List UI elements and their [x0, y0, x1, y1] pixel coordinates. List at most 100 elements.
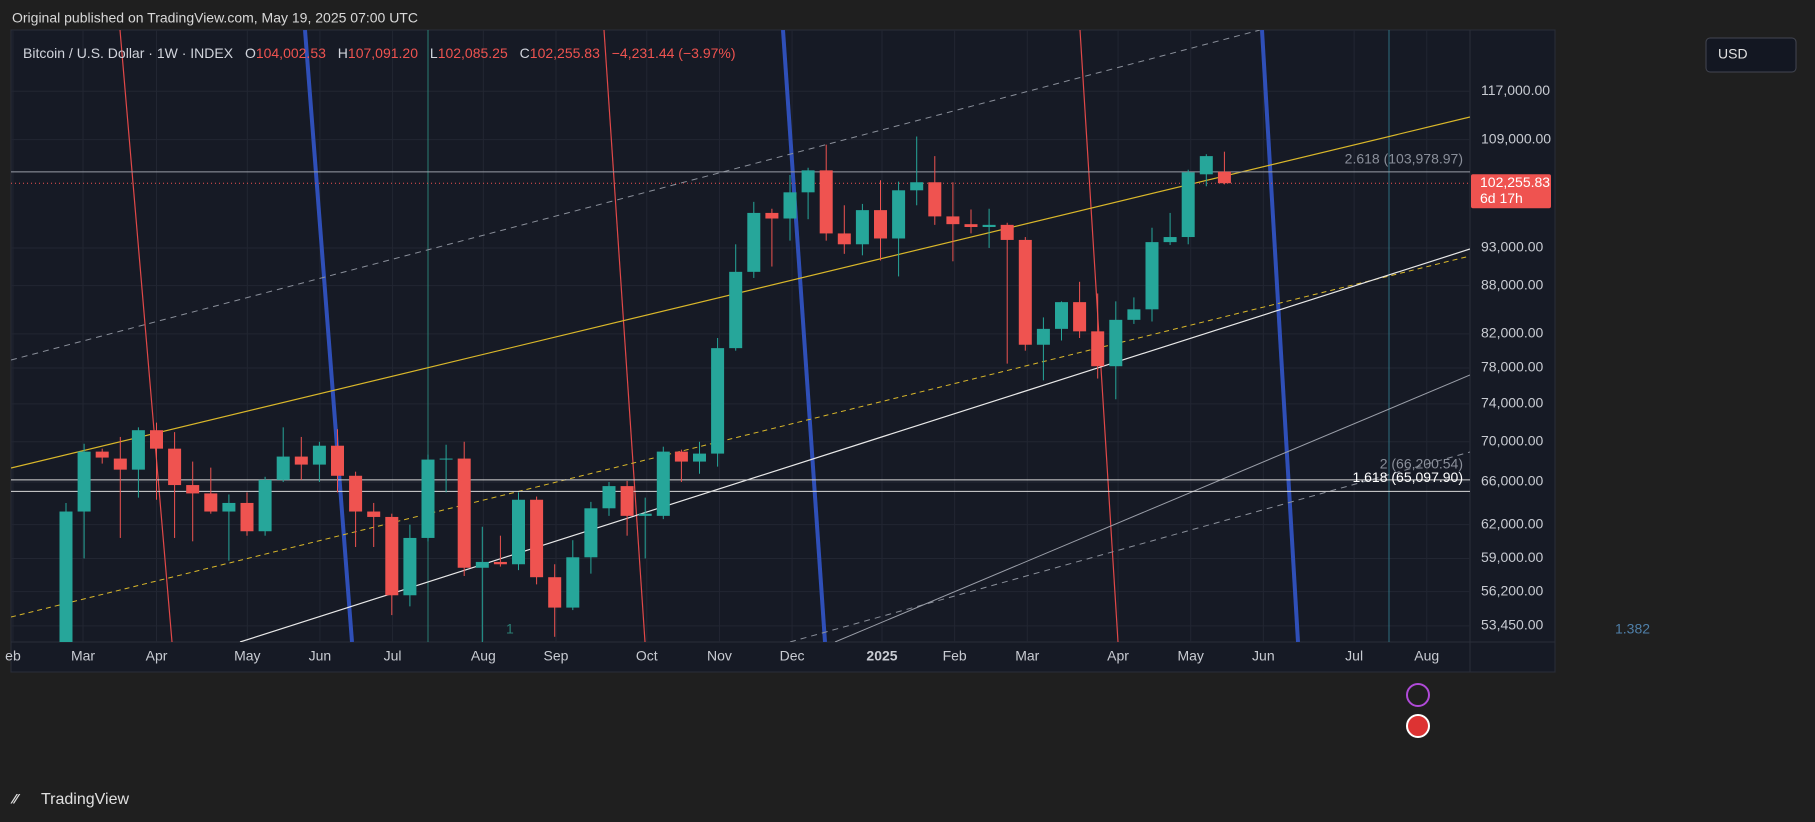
- candle-body: [837, 233, 851, 245]
- y-tick-label: 59,000.00: [1481, 549, 1543, 565]
- candle-body: [403, 537, 417, 596]
- event-icon[interactable]: [1406, 714, 1430, 738]
- channel-line: [239, 248, 1470, 642]
- o-value: 104,002.53: [256, 45, 326, 61]
- candle-body: [620, 486, 634, 516]
- channel-line: [789, 451, 1470, 642]
- currency-button[interactable]: [1705, 37, 1797, 73]
- cycle-line-blue: [1260, 30, 1300, 642]
- y-tick-label: 82,000.00: [1481, 325, 1543, 341]
- candle-body: [1181, 172, 1195, 238]
- fib-label: 2 (66,200.54): [1380, 456, 1463, 472]
- channel-line: [834, 374, 1470, 642]
- fib-label: 2.618 (103,978.97): [1345, 151, 1463, 167]
- x-tick-label: May: [1177, 648, 1203, 664]
- x-tick-label: Aug: [471, 648, 496, 664]
- l-value: 102,085.25: [438, 45, 508, 61]
- candle-body: [855, 210, 869, 245]
- x-tick-label: Dec: [780, 648, 805, 664]
- axes: 117,000.00 109,000.00 93,000.00 88,000.00 82…: [5, 82, 1551, 664]
- candle-body: [457, 458, 471, 568]
- y-tick-label: 53,450.00: [1481, 617, 1543, 633]
- last-price-box: [1471, 174, 1551, 209]
- candle-body: [693, 453, 706, 462]
- x-tick-label: eb: [5, 648, 21, 664]
- x-tick-label: Jun: [309, 648, 332, 664]
- logo-mark: ⁄⁄: [10, 791, 20, 807]
- last-price-label: 102,255.83: [1480, 174, 1550, 190]
- y-tick-label: 66,000.00: [1481, 473, 1543, 489]
- cycle-label: 1: [506, 621, 514, 637]
- countdown-label: 6d 17h: [1480, 190, 1523, 206]
- x-tick-label: Sep: [544, 648, 569, 664]
- cycle-line-blue: [781, 30, 827, 642]
- candle-body: [1091, 331, 1105, 367]
- x-tick-label: Mar: [1015, 648, 1039, 664]
- candle-body: [1109, 319, 1123, 367]
- candle-body: [421, 459, 435, 538]
- candle-body: [729, 271, 743, 349]
- chart-panel: [10, 29, 1556, 673]
- candle-body: [1145, 242, 1159, 310]
- candle-body: [385, 516, 399, 596]
- y-tick-label: 74,000.00: [1481, 395, 1543, 411]
- x-tick-label: Feb: [943, 648, 967, 664]
- event-icon[interactable]: [1406, 683, 1430, 707]
- candle-body: [783, 192, 797, 219]
- currency-button-label[interactable]: USD: [1718, 46, 1748, 62]
- cycle-line-blue: [303, 30, 354, 642]
- x-tick-label: Jul: [1345, 648, 1363, 664]
- candle-body: [276, 456, 290, 480]
- candle-body: [113, 458, 127, 470]
- candle-body: [602, 486, 616, 509]
- candle-body: [819, 170, 833, 234]
- y-tick-label: 62,000.00: [1481, 515, 1543, 531]
- candle-body: [638, 513, 652, 516]
- candle-body: [168, 448, 182, 486]
- candle-body: [548, 577, 562, 608]
- candle-body: [512, 499, 525, 565]
- change: −4,231.44 (−3.97%): [612, 45, 736, 61]
- y-tick-label: 93,000.00: [1481, 239, 1543, 255]
- candle-body: [982, 224, 996, 228]
- candle-body: [222, 502, 236, 512]
- x-tick-label: Apr: [1107, 648, 1129, 664]
- l-label: L: [430, 45, 438, 61]
- c-value: 102,255.83: [530, 45, 600, 61]
- candle-body: [349, 475, 363, 512]
- candle-body: [1073, 302, 1087, 332]
- candle-body: [59, 511, 73, 642]
- candle-body: [584, 508, 598, 558]
- y-tick-label: 109,000.00: [1481, 130, 1551, 146]
- candle-body: [964, 224, 978, 228]
- candle-body: [946, 216, 960, 225]
- candle-body: [747, 212, 761, 272]
- candle-body: [95, 451, 109, 458]
- x-tick-label: Nov: [707, 648, 732, 664]
- o-label: O: [245, 45, 256, 61]
- candle-body: [150, 430, 163, 449]
- candle-body: [1199, 156, 1213, 175]
- candle-body: [240, 502, 254, 532]
- candle-body: [186, 485, 200, 494]
- published-note: Original published on TradingView.com, M…: [12, 10, 418, 26]
- c-label: C: [520, 45, 530, 61]
- candle-body: [1036, 328, 1050, 345]
- candle-body: [874, 210, 887, 239]
- brand: TradingView: [41, 791, 129, 808]
- cycle-line: [119, 30, 173, 642]
- candle-body: [530, 499, 544, 578]
- candle-body: [910, 182, 924, 191]
- candle-body: [656, 451, 670, 516]
- candle-body: [131, 430, 145, 470]
- candle-body: [674, 451, 688, 462]
- symbol: Bitcoin / U.S. Dollar · 1W · INDEX: [23, 45, 234, 61]
- x-tick-label: 2025: [866, 648, 897, 664]
- drawings: [11, 30, 1470, 642]
- candle-body: [258, 479, 272, 532]
- x-tick-label: Jul: [384, 648, 402, 664]
- h-value: 107,091.20: [348, 45, 418, 61]
- candle-body: [1000, 224, 1014, 240]
- y-tick-label: 78,000.00: [1481, 359, 1543, 375]
